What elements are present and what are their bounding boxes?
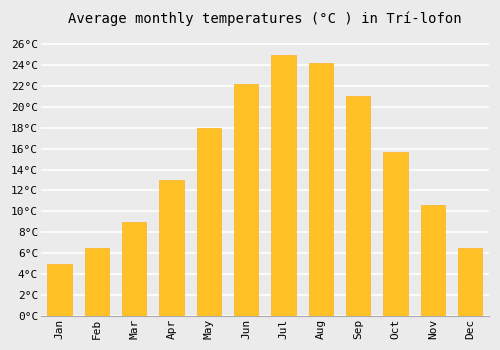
Bar: [458, 248, 482, 316]
Bar: [85, 248, 109, 316]
Bar: [48, 264, 72, 316]
Bar: [272, 55, 295, 316]
Bar: [346, 96, 370, 316]
Bar: [421, 205, 445, 316]
Bar: [122, 222, 146, 316]
Bar: [234, 84, 258, 316]
Title: Average monthly temperatures (°C ) in Trí-lofon: Average monthly temperatures (°C ) in Tr…: [68, 11, 462, 26]
Bar: [197, 128, 221, 316]
Bar: [309, 63, 333, 316]
Bar: [384, 152, 407, 316]
Bar: [160, 180, 184, 316]
